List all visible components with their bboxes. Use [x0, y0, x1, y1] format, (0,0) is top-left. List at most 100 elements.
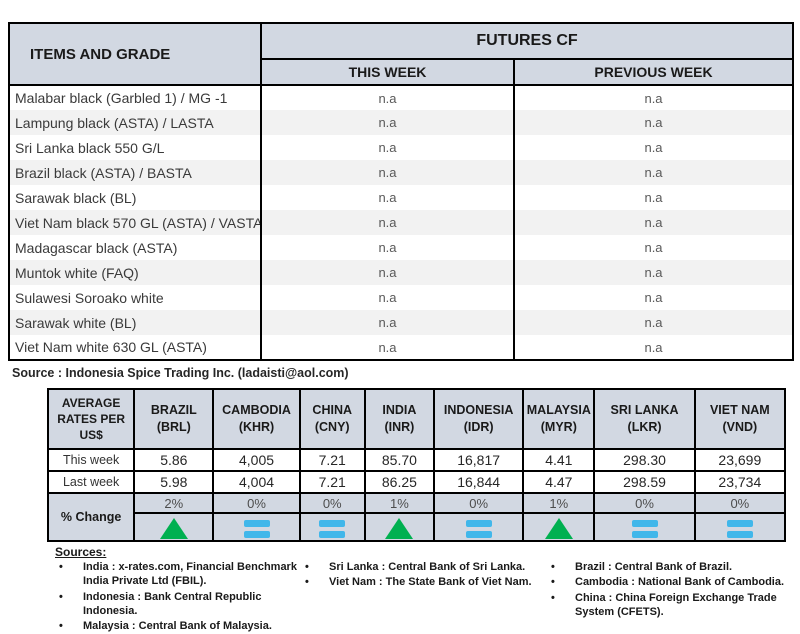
source-note: Source : Indonesia Spice Trading Inc. (l…: [12, 366, 349, 380]
futures-row: Sulawesi Soroako white n.a n.a: [8, 285, 795, 310]
item-name: Sulawesi Soroako white: [8, 285, 262, 310]
equals-bar: [726, 519, 753, 527]
currency-country: BRAZIL: [150, 403, 197, 418]
rates-table: AVERAGE RATES PER US$ BRAZIL (BRL) CAMBODI…: [46, 388, 787, 542]
this-week-header: THIS WEEK: [260, 59, 515, 86]
equals-icon: [465, 519, 492, 538]
previous-week-value: n.a: [512, 85, 795, 110]
futures-row: Muntok white (FAQ) n.a n.a: [8, 260, 795, 285]
equals-bar: [631, 519, 658, 527]
futures-row: Viet Nam black 570 GL (ASTA) / VASTA n.a n…: [8, 210, 795, 235]
currency-country: CAMBODIA: [222, 403, 291, 418]
source-item: Brazil : Central Bank of Brazil.: [547, 560, 793, 575]
rates-trend-row: [48, 512, 787, 542]
trend-cell: [522, 512, 596, 542]
futures-row: Sri Lanka black 550 G/L n.a n.a: [8, 135, 795, 160]
previous-week-value: n.a: [512, 160, 795, 185]
up-arrow-icon: [159, 517, 188, 539]
sources-list-2: Sri Lanka : Central Bank of Sri Lanka.Vi…: [301, 560, 547, 590]
futures-row: Sarawak white (BL) n.a n.a: [8, 310, 795, 335]
this-week-value: n.a: [260, 85, 515, 110]
sources-list-1: India : x-rates.com, Financial Benchmark…: [55, 560, 301, 634]
this-week-rate: 298.30: [593, 448, 696, 472]
pct-change-value: 1%: [522, 492, 596, 514]
previous-week-value: n.a: [512, 185, 795, 210]
source-item: Viet Nam : The State Bank of Viet Nam.: [301, 575, 547, 590]
source-item: Cambodia : National Bank of Cambodia.: [547, 575, 793, 590]
futures-cf-header: FUTURES CF: [259, 23, 795, 60]
this-week-value: n.a: [260, 160, 515, 185]
currency-code: (VND): [722, 420, 758, 434]
currency-header: INDONESIA (IDR): [432, 388, 525, 450]
futures-row: Lampung black (ASTA) / LASTA n.a n.a: [8, 110, 795, 135]
trend-cell: [133, 512, 215, 542]
pct-change-label: % Change: [46, 492, 136, 542]
source-item: Sri Lanka : Central Bank of Sri Lanka.: [301, 560, 547, 575]
currency-header: MALAYSIA (MYR): [522, 388, 596, 450]
this-week-value: n.a: [260, 260, 515, 285]
this-week-value: n.a: [260, 135, 515, 160]
previous-week-value: n.a: [512, 260, 795, 285]
currency-code: (MYR): [540, 420, 577, 434]
rates-table-section: AVERAGE RATES PER US$ BRAZIL (BRL) CAMBODI…: [46, 388, 787, 542]
currency-country: SRI LANKA: [610, 403, 679, 418]
average-rates-header: AVERAGE RATES PER US$: [46, 388, 136, 450]
currency-header: CAMBODIA (KHR): [212, 388, 301, 450]
sources-footer: Sources: India : x-rates.com, Financial …: [55, 545, 793, 634]
last-week-rate: 4,004: [212, 470, 301, 494]
item-name: Brazil black (ASTA) / BASTA: [8, 160, 262, 185]
last-week-rate: 298.59: [593, 470, 696, 494]
futures-row: Madagascar black (ASTA) n.a n.a: [8, 235, 795, 260]
previous-week-header: PREVIOUS WEEK: [512, 59, 795, 86]
this-week-rate: 5.86: [133, 448, 215, 472]
equals-bar: [726, 530, 753, 538]
source-item: Indonesia : Bank Central Republic Indone…: [55, 590, 301, 619]
futures-row: Sarawak black (BL) n.a n.a: [8, 185, 795, 210]
currency-code: (KHR): [238, 420, 275, 434]
futures-header-row-2: THIS WEEK PREVIOUS WEEK: [9, 59, 795, 86]
this-week-rate: 4,005: [212, 448, 301, 472]
equals-icon: [631, 519, 658, 538]
pct-change-value: 1%: [363, 492, 436, 514]
last-week-label: Last week: [46, 470, 136, 494]
previous-week-value: n.a: [512, 135, 795, 160]
trend-cell: [432, 512, 525, 542]
rates-last-week-row: Last week 5.98 4,004 7.21 86.25 16,844 4.47 29…: [46, 470, 787, 494]
item-name: Viet Nam white 630 GL (ASTA): [8, 335, 262, 360]
currency-code: (CNY): [314, 420, 350, 434]
equals-bar: [319, 530, 346, 538]
currency-country: INDONESIA: [443, 403, 514, 418]
item-name: Sarawak white (BL): [8, 310, 262, 335]
futures-header-row-1: ITEMS AND GRADE FUTURES CF: [8, 23, 795, 86]
this-week-value: n.a: [260, 335, 515, 360]
up-arrow-icon: [544, 517, 573, 539]
this-week-rate: 23,699: [693, 448, 787, 472]
trend-cell: [363, 512, 436, 542]
rates-pct-change-row: % Change 2% 0% 0% 1% 0% 1% 0% 0%: [46, 492, 787, 542]
this-week-rate: 16,817: [432, 448, 525, 472]
sources-column-3: Brazil : Central Bank of Brazil.Cambodia…: [547, 545, 793, 634]
currency-header: BRAZIL (BRL): [133, 388, 215, 450]
sources-title: Sources:: [55, 545, 107, 559]
this-week-value: n.a: [260, 310, 515, 335]
previous-week-value: n.a: [512, 310, 795, 335]
currency-code: (BRL): [156, 420, 191, 434]
item-name: Viet Nam black 570 GL (ASTA) / VASTA: [8, 210, 262, 235]
this-week-value: n.a: [260, 285, 515, 310]
pct-change-value: 0%: [432, 492, 525, 514]
last-week-rate: 23,734: [693, 470, 787, 494]
previous-week-value: n.a: [512, 285, 795, 310]
items-and-grade-header: ITEMS AND GRADE: [8, 23, 262, 86]
futures-table-section: ITEMS AND GRADE FUTURES CF THIS WEEK PRE…: [8, 22, 795, 361]
currency-header: INDIA (INR): [363, 388, 436, 450]
this-week-value: n.a: [260, 185, 515, 210]
this-week-value: n.a: [260, 210, 515, 235]
currency-header: CHINA (CNY): [298, 388, 366, 450]
source-item: China : China Foreign Exchange Trade Sys…: [547, 591, 793, 620]
rates-this-week-row: This week 5.86 4,005 7.21 85.70 16,817 4.41 29…: [46, 448, 787, 472]
equals-bar: [465, 519, 492, 527]
pct-change-value: 0%: [593, 492, 696, 514]
equals-bar: [319, 519, 346, 527]
currency-header: VIET NAM (VND): [693, 388, 787, 450]
item-name: Madagascar black (ASTA): [8, 235, 262, 260]
